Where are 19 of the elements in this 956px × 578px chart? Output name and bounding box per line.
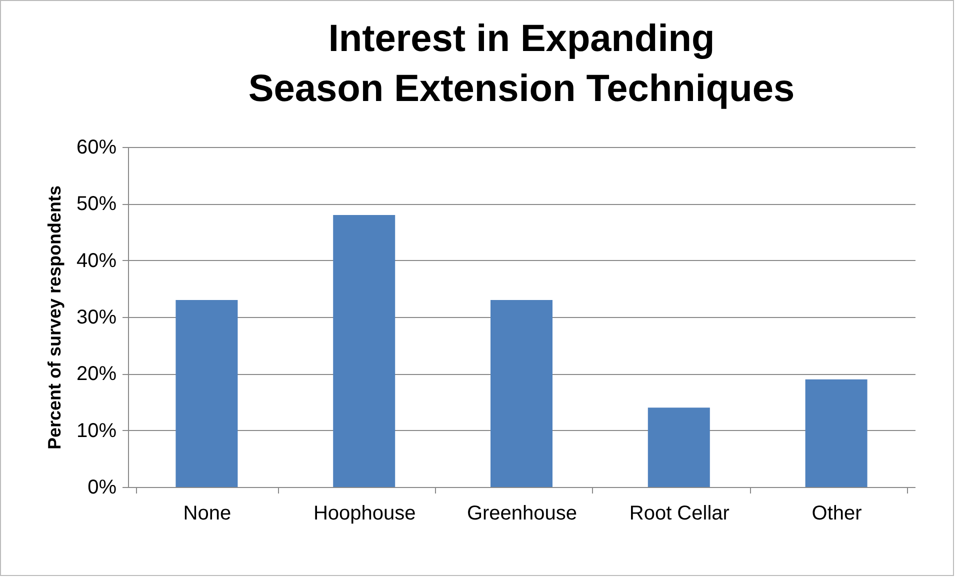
y-tick-label: 20% (76, 363, 117, 386)
x-tick-label: Other (812, 502, 862, 524)
bar (805, 379, 868, 487)
x-tick-label: Greenhouse (466, 502, 578, 524)
chart-title: Interest in Expanding Season Extension Techniques (248, 18, 795, 110)
x-tick-label: Hoophouse (313, 502, 416, 524)
y-tick-label: 50% (76, 193, 117, 216)
x-tick-label: None (183, 502, 232, 524)
bar (176, 300, 238, 487)
bar (333, 215, 396, 487)
y-tick-label: 10% (76, 420, 117, 442)
y-axis-title: Percent of survey respondents (44, 185, 64, 450)
y-tick-label: 60% (76, 136, 117, 158)
y-tick-label: 40% (76, 250, 117, 272)
bar (648, 408, 710, 487)
bar (490, 300, 552, 487)
y-tick-label: 30% (76, 306, 117, 328)
y-tick-label: 0% (88, 476, 117, 498)
x-tick-label: Root Cellar (629, 502, 730, 524)
